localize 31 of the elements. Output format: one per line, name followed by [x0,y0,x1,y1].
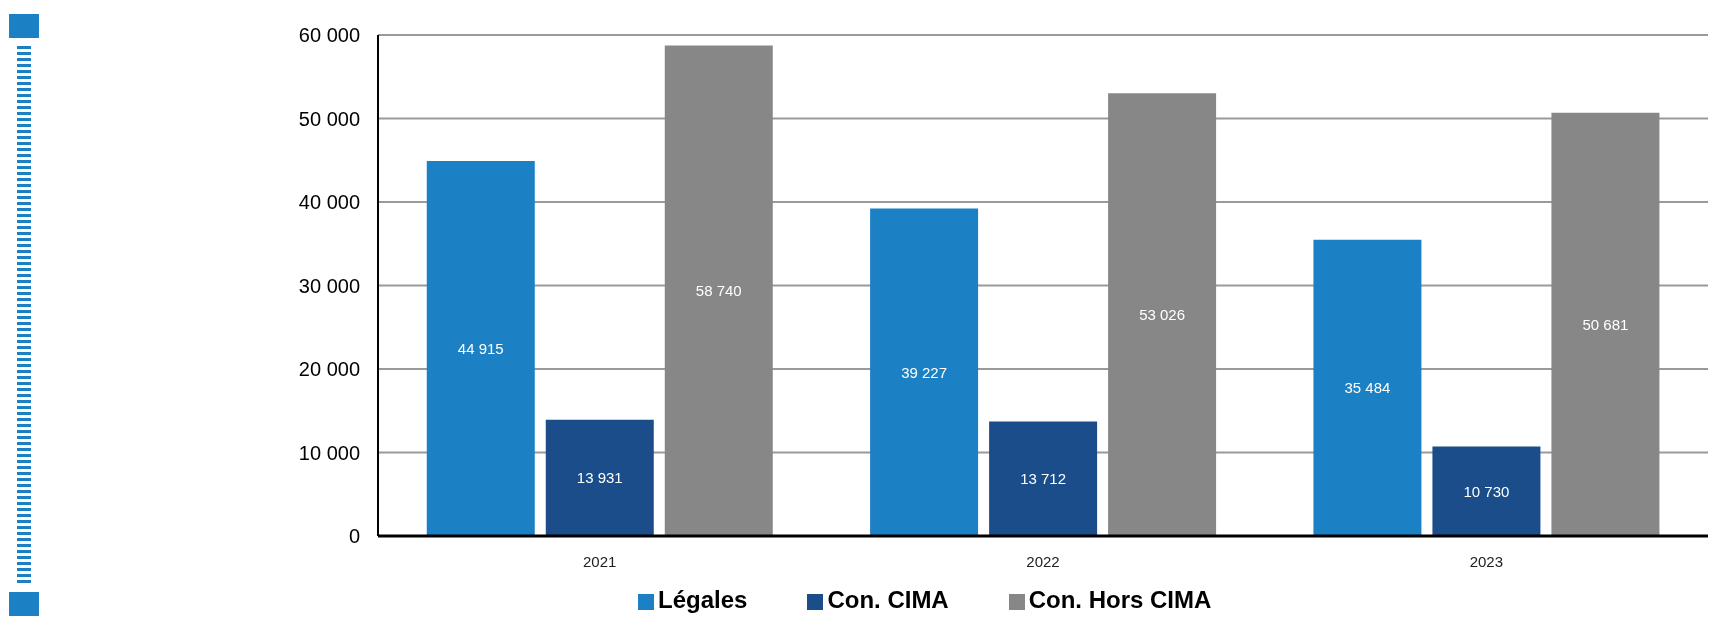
bar [1432,446,1541,536]
data-label: 13 931 [576,469,623,487]
bar [664,45,773,536]
bar [545,419,654,536]
legend-label: Con. Hors CIMA [1028,586,1212,613]
legend-label: Con. CIMA [827,586,949,613]
y-tick-label: 0 [348,525,360,548]
y-tick-label: 50 000 [298,107,360,130]
bar [1313,239,1422,536]
y-tick-label: 40 000 [298,191,360,214]
y-tick-label: 10 000 [298,441,360,464]
data-label: 50 681 [1582,315,1629,333]
data-label: 13 712 [1020,470,1067,488]
bar [426,160,535,536]
bar [1108,93,1217,536]
data-label: 58 740 [695,282,742,300]
x-tick-label: 2023 [1469,552,1504,570]
y-tick-label: 20 000 [298,358,360,381]
bar [870,208,979,536]
x-tick-label: 2021 [582,552,617,570]
y-tick-label: 30 000 [298,274,360,297]
legend-label: Légales [658,586,748,613]
y-tick-label: 60 000 [298,24,360,47]
bar [1551,112,1660,536]
data-label: 39 227 [901,363,948,381]
data-label: 35 484 [1344,379,1391,397]
x-tick-label: 2022 [1026,552,1060,570]
data-label: 10 730 [1463,482,1510,500]
data-label: 44 915 [457,339,504,357]
data-label: 53 026 [1139,305,1186,323]
bar [989,421,1098,536]
